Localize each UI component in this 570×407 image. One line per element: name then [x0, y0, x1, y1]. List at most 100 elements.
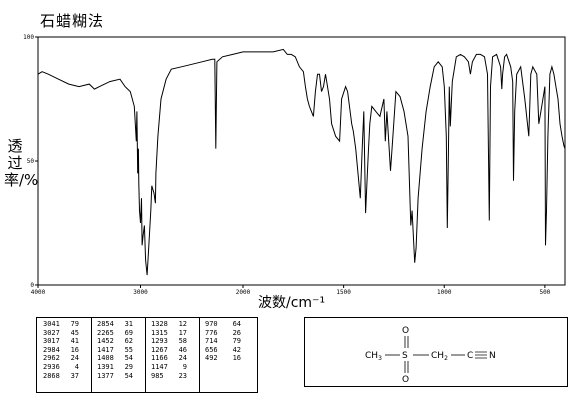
- y-tick-label: 0: [30, 282, 34, 289]
- peak-row: 2962 24: [43, 354, 79, 363]
- nitrogen-atom: N: [489, 351, 496, 361]
- x-axis-label: 波数/cm⁻¹: [258, 295, 326, 311]
- peak-transmittance: 12: [178, 320, 187, 328]
- peak-transmittance: 46: [178, 345, 187, 354]
- peak-row: 985 23: [151, 372, 187, 381]
- x-tick-label: 1000: [437, 289, 452, 296]
- peak-row: 1147 9: [151, 363, 187, 372]
- peak-row: 1315 17: [151, 329, 187, 338]
- peak-row: 1417 55: [97, 346, 133, 355]
- peak-transmittance: 37: [70, 371, 79, 380]
- peak-transmittance: 24: [70, 354, 79, 363]
- peak-row: 2868 37: [43, 372, 79, 381]
- peak-wavenumber: 2984: [43, 345, 60, 354]
- peak-row: 2854 31: [97, 320, 133, 329]
- peak-transmittance: 16: [232, 354, 241, 363]
- peak-wavenumber: 656: [205, 345, 218, 354]
- peak-row: 1267 46: [151, 346, 187, 355]
- peak-wavenumber: 1377: [97, 371, 114, 380]
- peak-wavenumber: 2936: [43, 362, 60, 371]
- peak-wavenumber: 3041: [43, 320, 60, 328]
- peak-transmittance: 69: [124, 328, 133, 337]
- peak-transmittance: 42: [232, 345, 241, 354]
- peak-row: 776 26: [205, 329, 241, 338]
- y-axis-ticks: 0 50 100: [23, 34, 38, 289]
- x-axis-ticks: 4000 3000 2000 1500 1000 500: [31, 285, 551, 296]
- peak-row: 3041 79: [43, 320, 79, 329]
- peak-row: 1328 12: [151, 320, 187, 329]
- peak-wavenumber: 1328: [151, 320, 168, 328]
- peak-transmittance: 17: [178, 328, 187, 337]
- peak-transmittance: 31: [124, 320, 133, 328]
- structure-diagram: CH3 S O O CH2 C N: [365, 326, 496, 385]
- peak-transmittance: 62: [124, 337, 133, 346]
- peak-transmittance: 58: [178, 337, 187, 346]
- peak-transmittance: 79: [70, 320, 79, 328]
- peak-row: 3027 45: [43, 329, 79, 338]
- peak-wavenumber: 2265: [97, 328, 114, 337]
- x-tick-label: 1500: [336, 289, 351, 296]
- peak-wavenumber: 1408: [97, 354, 114, 363]
- peak-transmittance: 16: [70, 345, 79, 354]
- peak-wavenumber: 1267: [151, 345, 168, 354]
- peak-row: 970 64: [205, 320, 241, 329]
- peak-row: 492 16: [205, 354, 241, 363]
- peak-column: 970 64 776 26 714 79 656 42 492 16: [205, 320, 241, 388]
- peak-wavenumber: 776: [205, 328, 218, 337]
- peak-row: 2265 69: [97, 329, 133, 338]
- ch3-group: CH3: [365, 351, 382, 362]
- peak-table: 3041 79 3027 45 3017 41 2984 16 2962 24 2936 4 2868 3…: [36, 317, 258, 393]
- column-divider: [91, 318, 92, 392]
- ch2-group: CH2: [431, 351, 448, 362]
- peak-wavenumber: 1417: [97, 345, 114, 354]
- peak-wavenumber: 1293: [151, 337, 168, 346]
- peak-wavenumber: 3027: [43, 328, 60, 337]
- peak-row: 3017 41: [43, 337, 79, 346]
- peak-transmittance: 54: [124, 371, 133, 380]
- y-tick-label: 50: [27, 158, 35, 165]
- peak-wavenumber: 970: [205, 320, 218, 328]
- peak-row: 656 42: [205, 346, 241, 355]
- peak-row: 1408 54: [97, 354, 133, 363]
- peak-transmittance: 64: [232, 320, 241, 328]
- peak-transmittance: 41: [70, 337, 79, 346]
- peak-transmittance: 9: [182, 362, 187, 371]
- peak-column: 2854 31 2265 69 1452 62 1417 55 1408 54 1391 29 1377…: [97, 320, 133, 388]
- sulfur-atom: S: [402, 351, 408, 361]
- x-tick-label: 4000: [31, 289, 46, 296]
- peak-wavenumber: 492: [205, 354, 218, 363]
- spectrum-line: [37, 48, 566, 276]
- column-divider: [145, 318, 146, 392]
- y-tick-label: 100: [23, 34, 34, 41]
- peak-wavenumber: 1166: [151, 354, 168, 363]
- plot-frame: [37, 36, 566, 286]
- peak-row: 1452 62: [97, 337, 133, 346]
- peak-transmittance: 55: [124, 345, 133, 354]
- x-tick-label: 2000: [236, 289, 251, 296]
- chart-title: 石蜡糊法: [40, 12, 105, 30]
- peak-wavenumber: 1315: [151, 328, 168, 337]
- peak-wavenumber: 714: [205, 337, 218, 346]
- peak-wavenumber: 985: [151, 371, 164, 380]
- peak-wavenumber: 2962: [43, 354, 60, 363]
- peak-row: 1391 29: [97, 363, 133, 372]
- peak-column: 3041 79 3027 45 3017 41 2984 16 2962 24 2936 4 2868 3…: [43, 320, 79, 388]
- peak-transmittance: 45: [70, 328, 79, 337]
- chemical-structure: CH3 S O O CH2 C N: [304, 317, 568, 387]
- peak-transmittance: 4: [74, 362, 79, 371]
- peak-transmittance: 54: [124, 354, 133, 363]
- carbon-atom: C: [467, 351, 473, 361]
- peak-transmittance: 24: [178, 354, 187, 363]
- peak-row: 1293 58: [151, 337, 187, 346]
- peak-wavenumber: 1391: [97, 362, 114, 371]
- peak-column: 1328 12 1315 17 1293 58 1267 46 1166 24 1147 9 985 23: [151, 320, 187, 388]
- peak-row: 714 79: [205, 337, 241, 346]
- peak-row: 1377 54: [97, 372, 133, 381]
- peak-row: 2936 4: [43, 363, 79, 372]
- peak-wavenumber: 3017: [43, 337, 60, 346]
- peak-wavenumber: 2854: [97, 320, 114, 328]
- peak-transmittance: 26: [232, 328, 241, 337]
- peak-row: 1166 24: [151, 354, 187, 363]
- x-tick-label: 500: [539, 289, 550, 296]
- peak-wavenumber: 2868: [43, 371, 60, 380]
